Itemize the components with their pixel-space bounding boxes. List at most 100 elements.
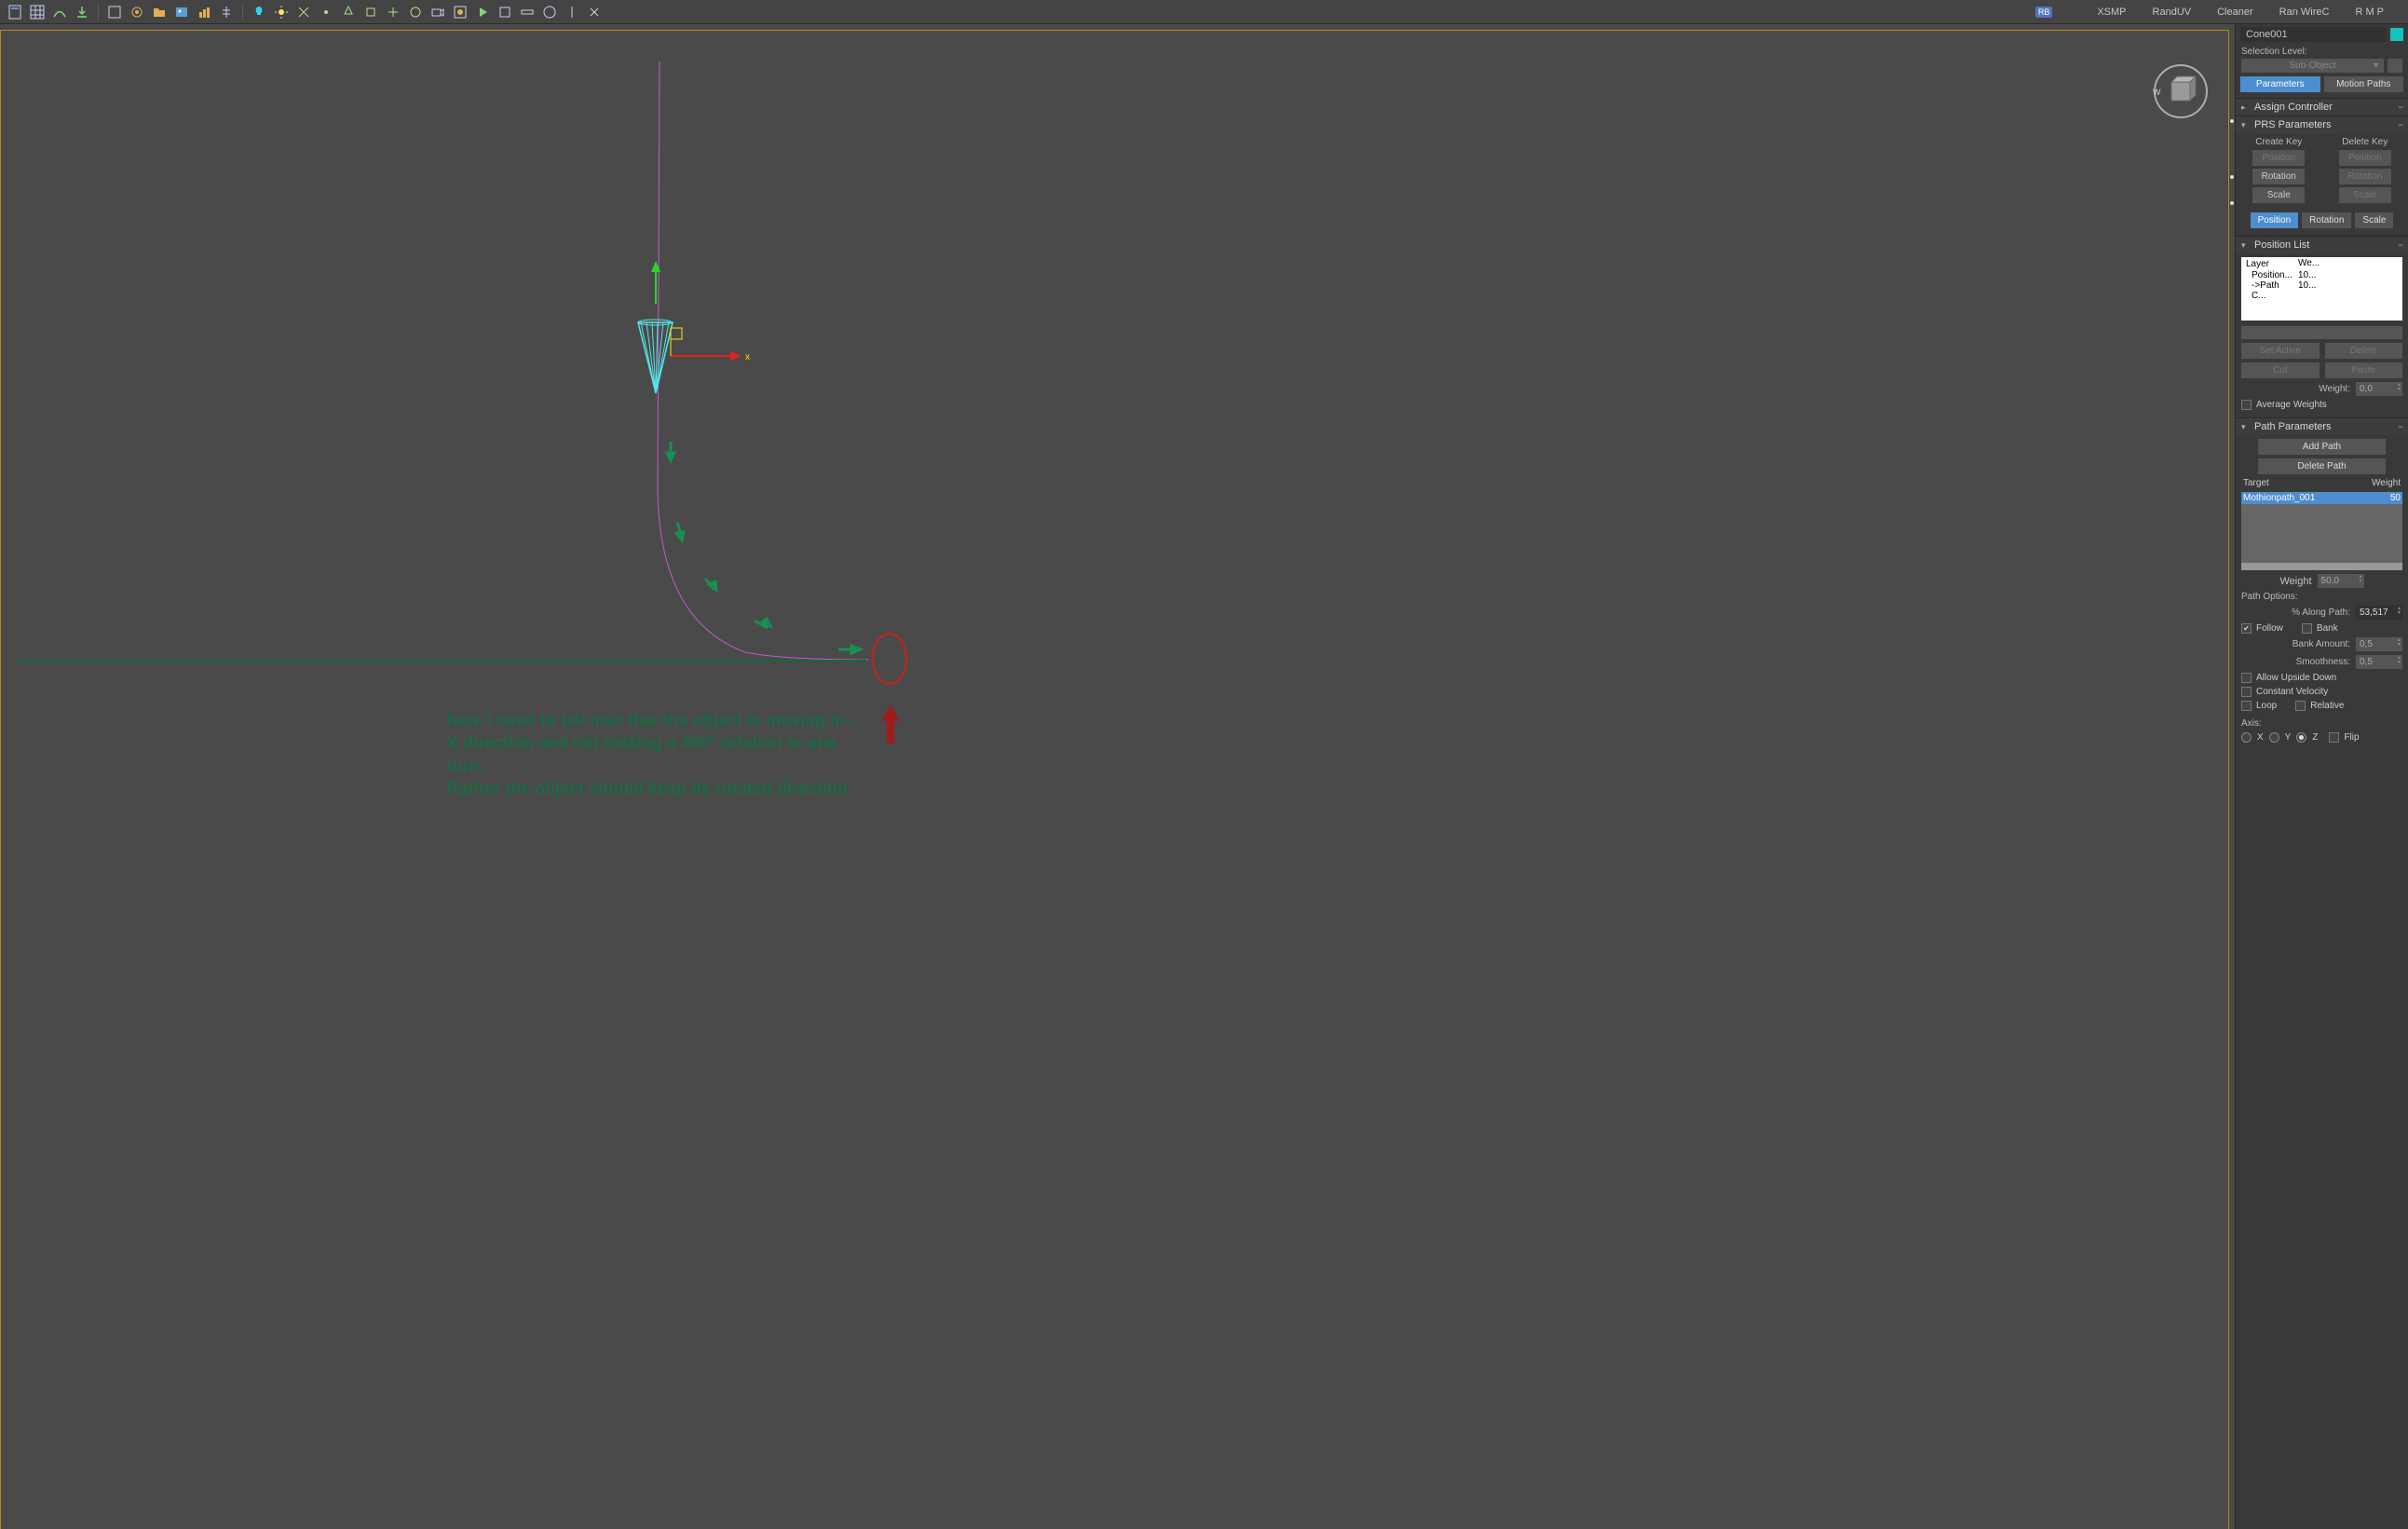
rollout-path-parameters[interactable]: ▾ Path Parameters ▪▪ <box>2236 418 2408 435</box>
toolbar-icon-misc2[interactable] <box>540 3 559 21</box>
set-active-button[interactable]: Set Active <box>2241 343 2320 359</box>
delete-position-button[interactable]: Position <box>2339 150 2391 166</box>
toolbar-icon-gear[interactable] <box>128 3 146 21</box>
object-color-swatch[interactable] <box>2390 28 2403 41</box>
axis-x-label: x <box>745 352 750 362</box>
bank-amount-label: Bank Amount: <box>2241 639 2350 649</box>
red-up-arrow <box>881 704 900 744</box>
viewcube[interactable]: W <box>2151 61 2211 121</box>
red-circle-marker <box>873 634 906 684</box>
delete-scale-button[interactable]: Scale <box>2339 187 2391 203</box>
toolbar-icon-light3[interactable] <box>384 3 402 21</box>
toolbar-separator <box>242 4 243 20</box>
path-options-label: Path Options: <box>2241 592 2402 602</box>
toolbar-icon-bulb[interactable] <box>250 3 268 21</box>
toolbar-icon-light2[interactable] <box>361 3 380 21</box>
axis-label: Axis: <box>2241 718 2402 729</box>
svg-text:W: W <box>2153 88 2161 97</box>
target-list[interactable]: Mothionpath_001 50 <box>2241 492 2402 570</box>
object-name-field[interactable]: Cone001 <box>2240 27 2387 42</box>
flip-check[interactable] <box>2329 732 2339 743</box>
toolbar-icon-download[interactable] <box>73 3 91 21</box>
rollout-assign-controller[interactable]: ▸ Assign Controller ▪▪ <box>2236 99 2408 116</box>
paste-button[interactable]: Paste <box>2325 362 2403 378</box>
toolbar-icon-tree[interactable] <box>217 3 236 21</box>
prs-chip-position[interactable]: Position <box>2251 212 2299 228</box>
menu-randuv[interactable]: RandUV <box>2153 7 2192 18</box>
axis-x-radio[interactable] <box>2241 732 2252 743</box>
target-weight-spinner[interactable]: 50,0 <box>2318 574 2364 588</box>
follow-check[interactable] <box>2241 623 2252 634</box>
toolbar-icon-light4[interactable] <box>406 3 425 21</box>
toolbar-icon-grid[interactable] <box>28 3 47 21</box>
selection-level-label: Selection Level: <box>2241 47 2402 57</box>
axis-y-radio[interactable] <box>2269 732 2279 743</box>
add-path-button[interactable]: Add Path <box>2258 439 2386 455</box>
toolbar-icon-sun[interactable] <box>272 3 291 21</box>
delete-controller-button[interactable]: Delete <box>2325 343 2403 359</box>
toolbar-icon-chart[interactable] <box>195 3 213 21</box>
toolbar-icon-spot[interactable] <box>294 3 313 21</box>
rb-badge[interactable]: RB <box>2035 7 2053 18</box>
tab-motion-paths[interactable]: Motion Paths <box>2324 76 2404 92</box>
toolbar-icon-play[interactable] <box>473 3 492 21</box>
toolbar-icon-scene[interactable] <box>172 3 191 21</box>
loop-check[interactable] <box>2241 701 2252 711</box>
weight-header: Weight <box>2372 478 2401 488</box>
cut-button[interactable]: Cut <box>2241 362 2320 378</box>
bank-amount-spinner[interactable]: 0,5 <box>2356 637 2402 651</box>
create-scale-button[interactable]: Scale <box>2252 187 2305 203</box>
toolbar-icon-cam[interactable] <box>429 3 447 21</box>
delete-path-button[interactable]: Delete Path <box>2258 458 2386 474</box>
bank-check[interactable] <box>2302 623 2312 634</box>
target-header: Target <box>2243 478 2372 488</box>
rollout-position-list[interactable]: ▾ Position List ▪▪ <box>2236 237 2408 253</box>
toolbar-icon-misc3[interactable] <box>563 3 581 21</box>
toolbar-icon-misc1[interactable] <box>518 3 537 21</box>
viewport[interactable]: x <box>0 24 2235 1529</box>
prs-chip-scale[interactable]: Scale <box>2355 212 2393 228</box>
menu-xsmp[interactable]: XSMP <box>2097 7 2126 18</box>
smoothness-spinner[interactable]: 0,5 <box>2356 655 2402 669</box>
create-rotation-button[interactable]: Rotation <box>2252 169 2305 184</box>
cone-object <box>638 320 673 393</box>
weight-label-2: Weight <box>2279 576 2311 587</box>
tab-parameters[interactable]: Parameters <box>2240 76 2320 92</box>
weight-label: Weight: <box>2241 384 2350 394</box>
create-key-label: Create Key <box>2255 137 2302 147</box>
create-position-button[interactable]: Position <box>2252 150 2305 166</box>
menu-ranwirec[interactable]: Ran WireC <box>2279 7 2330 18</box>
toolbar-icon-light1[interactable] <box>339 3 358 21</box>
viewport-canvas: x <box>0 24 2235 1529</box>
command-panel: Cone001 Selection Level: Sub-Object Para… <box>2235 24 2408 1529</box>
main-toolbar: RB XSMP RandUV Cleaner Ran WireC R M P <box>0 0 2408 24</box>
toolbar-icon-frame[interactable] <box>496 3 514 21</box>
rollout-prs-parameters[interactable]: ▾ PRS Parameters ▪▪ <box>2236 116 2408 133</box>
menu-rmp[interactable]: R M P <box>2355 7 2384 18</box>
average-weights-check[interactable] <box>2241 400 2252 410</box>
position-list-box[interactable]: LayerWe... Position...10... ->Path C...1… <box>2241 257 2402 321</box>
toolbar-icon-page[interactable] <box>6 3 24 21</box>
toolbar-icon-point[interactable] <box>317 3 335 21</box>
constant-velocity-check[interactable] <box>2241 687 2252 697</box>
toolbar-icon-folder[interactable] <box>150 3 169 21</box>
along-path-spinner[interactable]: 53,517 <box>2356 606 2402 620</box>
relative-check[interactable] <box>2295 701 2306 711</box>
delete-key-label: Delete Key <box>2342 137 2388 147</box>
along-path-label: % Along Path: <box>2241 608 2350 618</box>
allow-upside-check[interactable] <box>2241 673 2252 683</box>
smoothness-label: Smoothness: <box>2241 657 2350 667</box>
sub-object-extra[interactable] <box>2388 59 2402 73</box>
axis-z-radio[interactable] <box>2296 732 2306 743</box>
sub-object-dropdown[interactable]: Sub-Object <box>2241 59 2384 73</box>
toolbar-separator <box>98 4 99 20</box>
position-list-name-field[interactable] <box>2241 326 2402 339</box>
toolbar-icon-curve[interactable] <box>50 3 69 21</box>
weight-spinner[interactable]: 0,0 <box>2356 382 2402 396</box>
prs-chip-rotation[interactable]: Rotation <box>2302 212 2351 228</box>
toolbar-icon-render[interactable] <box>451 3 469 21</box>
toolbar-icon-misc4[interactable] <box>585 3 604 21</box>
menu-cleaner[interactable]: Cleaner <box>2217 7 2253 18</box>
delete-rotation-button[interactable]: Rotation <box>2339 169 2391 184</box>
toolbar-icon-box[interactable] <box>105 3 124 21</box>
